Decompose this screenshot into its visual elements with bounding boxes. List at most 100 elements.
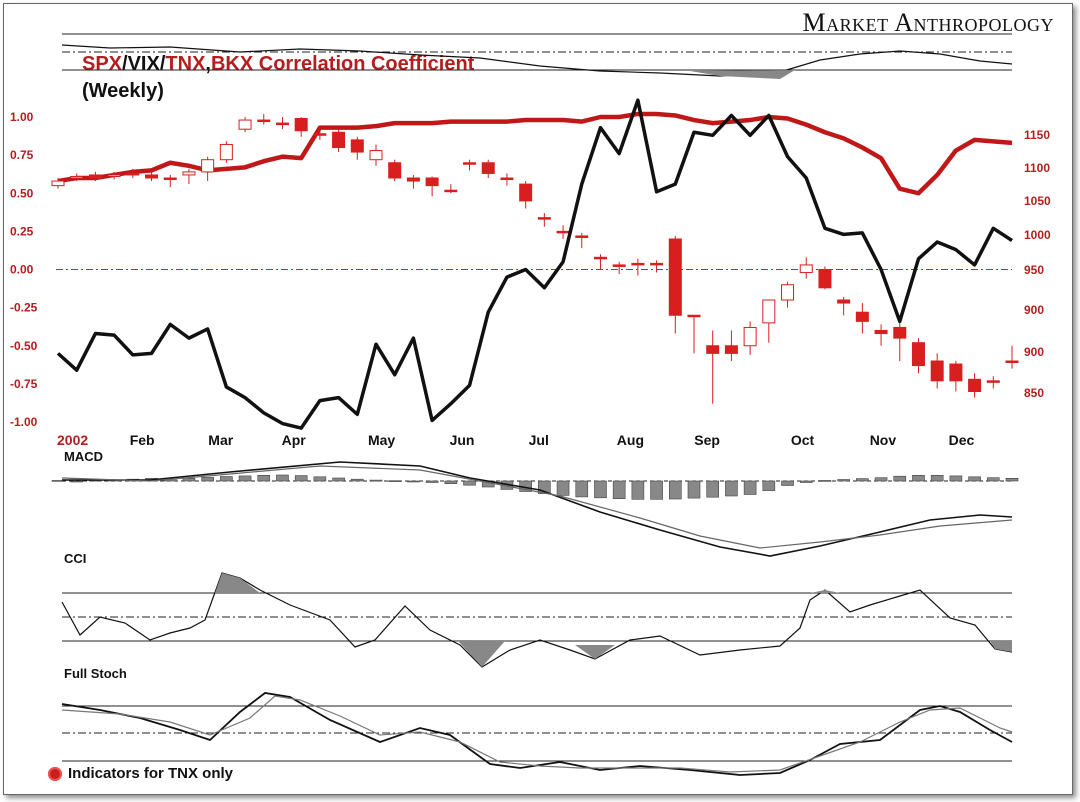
cci-shading: [458, 641, 505, 667]
macd-histogram-bar: [631, 480, 645, 500]
y-left-tick-label: -0.75: [10, 377, 38, 391]
month-label: Mar: [208, 432, 233, 448]
candle: [332, 131, 346, 148]
y-left-tick-label: 0.00: [10, 263, 34, 277]
macd-histogram-bar: [444, 480, 458, 484]
macd-histogram-bar: [687, 480, 701, 499]
top-panel-series: [61, 44, 1013, 77]
candle: [874, 330, 888, 335]
candle: [1005, 360, 1019, 363]
candle: [388, 162, 402, 179]
macd-histogram-bar: [70, 480, 84, 483]
candle: [126, 172, 140, 176]
macd-histogram-bar: [313, 476, 327, 482]
chart-frame: [3, 3, 1073, 795]
macd-histogram-bar: [781, 480, 794, 486]
candle: [968, 378, 982, 392]
y-left-tick-label: 0.25: [10, 224, 34, 238]
candle: [575, 235, 589, 238]
candle: [818, 269, 832, 289]
y-right-tick-label: 1100: [1024, 161, 1050, 175]
candle: [275, 122, 289, 126]
macd-histogram-bar: [930, 474, 944, 482]
candle: [762, 299, 776, 324]
macd-histogram-bar: [407, 480, 420, 483]
month-label: Dec: [949, 432, 975, 448]
candle: [369, 150, 383, 161]
candle: [107, 174, 121, 177]
candle: [238, 119, 252, 130]
macd-histogram-bar: [725, 480, 738, 497]
cci-shading: [215, 573, 260, 593]
y-right-tick-label: 900: [1024, 303, 1044, 317]
y-right-tick-label: 1150: [1024, 128, 1050, 142]
candle: [163, 177, 177, 181]
y-left-tick-label: -0.50: [10, 339, 38, 353]
candle: [556, 230, 570, 234]
macd-histogram-bar: [893, 475, 907, 482]
month-label: Jul: [529, 432, 549, 448]
candle: [781, 284, 795, 301]
macd-histogram-bar: [668, 480, 682, 500]
macd-histogram-bar: [556, 480, 570, 496]
macd-histogram-bar: [986, 477, 1000, 482]
macd-histogram-bar: [612, 480, 626, 500]
month-label: Aug: [617, 432, 644, 448]
macd-label: MACD: [64, 449, 103, 464]
y-left-tick-label: -1.00: [10, 415, 38, 429]
candle: [911, 342, 925, 367]
stoch-d-line: [61, 695, 1013, 773]
candle: [949, 363, 963, 382]
candle: [425, 177, 439, 187]
y-right-tick-label: 1000: [1024, 228, 1051, 242]
cci-line: [61, 572, 1013, 668]
macd-histogram-bar: [762, 480, 776, 491]
cci-shading: [990, 641, 1012, 652]
y-left-tick-label: 0.50: [10, 186, 34, 200]
y-right-tick-label: 850: [1024, 386, 1044, 400]
month-label: Nov: [870, 432, 897, 448]
macd-histogram-bar: [1005, 477, 1019, 482]
footnote: Indicators for TNX only: [48, 765, 233, 782]
candle: [631, 262, 645, 266]
candle: [799, 264, 813, 274]
macd-histogram-bar: [799, 480, 813, 483]
candle: [537, 217, 551, 220]
candle: [463, 162, 477, 165]
brand-logo: Market Anthropology: [802, 8, 1054, 37]
candle: [219, 143, 233, 161]
candle: [145, 174, 159, 179]
macd-histogram-bar: [294, 475, 308, 482]
candle: [743, 326, 757, 347]
macd-line: [62, 461, 1013, 557]
candle: [182, 171, 196, 176]
macd-histogram-bar: [594, 480, 607, 499]
cci-shading: [575, 645, 615, 659]
macd-histogram-bar: [201, 477, 214, 482]
candle: [257, 119, 271, 123]
macd-histogram-bar: [706, 480, 720, 498]
y-right-tick-label: 900: [1024, 345, 1044, 359]
macd-histogram-bar: [874, 477, 888, 482]
candle: [893, 326, 907, 339]
candle: [313, 133, 327, 136]
candle: [855, 311, 869, 322]
candle: [650, 262, 664, 266]
y-right-tick-label: 950: [1024, 263, 1044, 277]
candle: [350, 139, 364, 153]
cci-shading: [810, 590, 840, 593]
stoch-label: Full Stoch: [64, 666, 127, 681]
macd-signal-line: [61, 465, 1013, 549]
correlation-line: [56, 98, 1013, 430]
macd-histogram-bar: [332, 477, 345, 482]
macd-histogram-bar: [238, 475, 252, 482]
macd-histogram-bar: [743, 480, 757, 495]
macd-histogram-bar: [369, 479, 383, 482]
top-panel-shading: [690, 70, 795, 79]
macd-histogram-bar: [856, 478, 869, 482]
y-right-tick-label: 1050: [1024, 194, 1051, 208]
macd-histogram-bar: [257, 474, 271, 482]
candle: [88, 174, 102, 179]
candle: [70, 175, 84, 179]
